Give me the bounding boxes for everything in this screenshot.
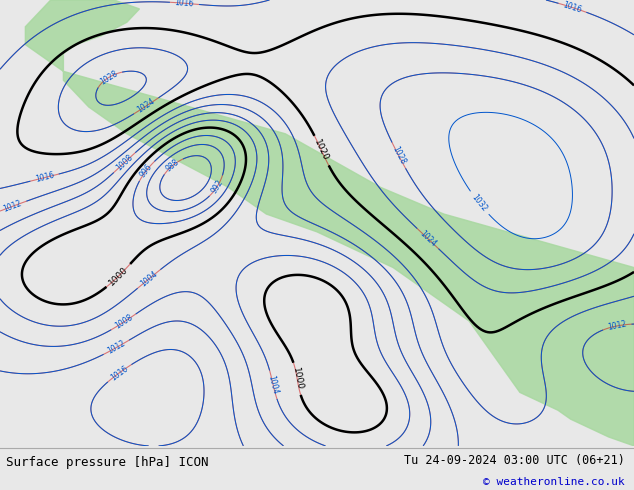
- Text: 996: 996: [138, 162, 154, 179]
- Text: 1024: 1024: [136, 97, 157, 115]
- Text: 1000: 1000: [290, 367, 304, 391]
- Text: Surface pressure [hPa] ICON: Surface pressure [hPa] ICON: [6, 456, 209, 469]
- Text: 1008: 1008: [114, 153, 134, 172]
- Text: 1016: 1016: [562, 0, 583, 15]
- Text: 1004: 1004: [139, 269, 159, 289]
- Text: 1012: 1012: [607, 319, 627, 332]
- Text: Tu 24-09-2024 03:00 UTC (06+21): Tu 24-09-2024 03:00 UTC (06+21): [404, 454, 624, 466]
- Text: 1012: 1012: [106, 339, 127, 356]
- Text: 1004: 1004: [266, 374, 280, 395]
- Text: 1020: 1020: [313, 138, 330, 163]
- Text: 1016: 1016: [174, 0, 195, 8]
- Text: 1028: 1028: [390, 145, 407, 166]
- Polygon shape: [25, 0, 634, 446]
- Text: 988: 988: [164, 157, 181, 173]
- Text: © weatheronline.co.uk: © weatheronline.co.uk: [482, 477, 624, 487]
- Text: 1000: 1000: [107, 265, 130, 287]
- Text: 1024: 1024: [418, 229, 438, 248]
- Text: 1016: 1016: [34, 171, 55, 184]
- Text: 1012: 1012: [2, 198, 23, 214]
- Text: 1032: 1032: [470, 193, 489, 214]
- Text: 992: 992: [210, 178, 225, 195]
- Text: 1008: 1008: [113, 313, 134, 331]
- Text: 1028: 1028: [98, 69, 119, 86]
- Text: 1016: 1016: [109, 364, 130, 382]
